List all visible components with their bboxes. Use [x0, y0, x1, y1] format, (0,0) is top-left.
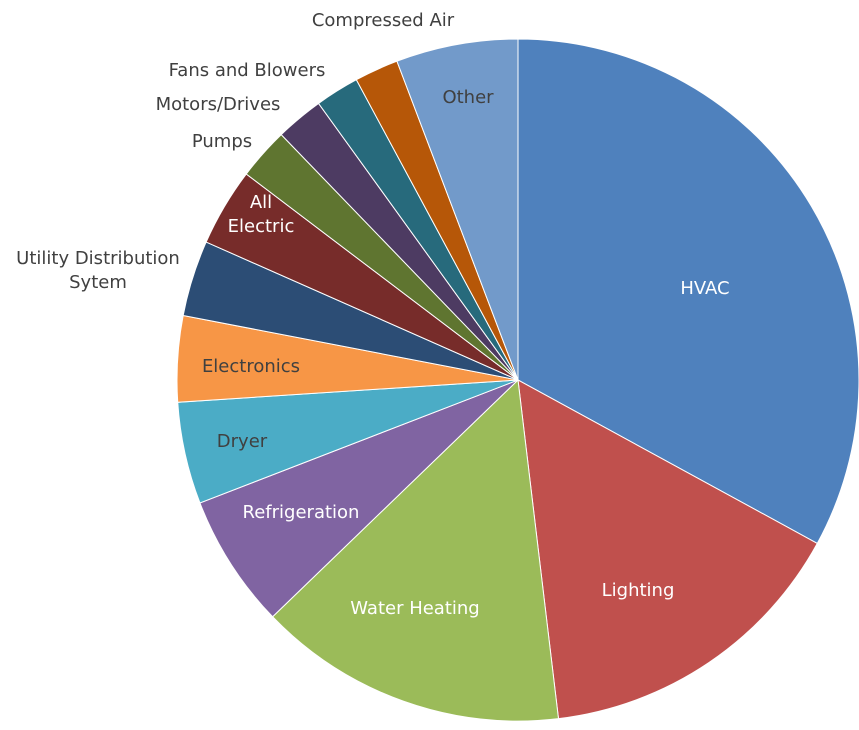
- pie-label-utility-distribution-sytem: Utility Distribution Sytem: [16, 248, 180, 293]
- pie-slice-water-heating: [271, 378, 560, 722]
- pie-label-lighting: Lighting: [602, 580, 675, 601]
- pie-slice-other: [396, 38, 519, 381]
- pie-slice-hvac: [517, 38, 859, 545]
- pie-label-line: Pumps: [192, 131, 252, 152]
- pie-label-line: Utility Distribution: [16, 248, 180, 269]
- pie-label-line: HVAC: [680, 278, 729, 299]
- pie-label-line: All: [250, 192, 272, 213]
- pie-labels: HVAC Lighting Water Heating Refrigeration Dr…: [16, 10, 729, 619]
- pie-label-all-electric: All Electric: [228, 192, 295, 237]
- pie-label-line: Compressed Air: [312, 10, 455, 31]
- pie-label-line: Other: [442, 87, 494, 108]
- pie-slice-refrigeration: [199, 379, 519, 618]
- pie-label-other: Other: [442, 87, 494, 108]
- pie-label-line: Electronics: [202, 356, 300, 377]
- pie-label-line: Fans and Blowers: [169, 60, 326, 81]
- pie-label-water-heating: Water Heating: [350, 598, 479, 619]
- pie-label-motors-drives: Motors/Drives: [156, 94, 281, 115]
- pie-label-compressed-air: Compressed Air: [312, 10, 455, 31]
- pie-label-line: Motors/Drives: [156, 94, 281, 115]
- pie-label-line: Lighting: [602, 580, 675, 601]
- pie-label-pumps: Pumps: [192, 131, 252, 152]
- pie-label-hvac: HVAC: [680, 278, 729, 299]
- pie-label-line: Refrigeration: [243, 502, 360, 523]
- pie-label-line: Sytem: [69, 272, 127, 293]
- pie-label-refrigeration: Refrigeration: [243, 502, 360, 523]
- pie-label-electronics: Electronics: [202, 356, 300, 377]
- pie-label-line: Dryer: [217, 431, 268, 452]
- pie-label-line: Water Heating: [350, 598, 479, 619]
- pie-slice-lighting: [517, 379, 818, 720]
- pie-label-dryer: Dryer: [217, 431, 268, 452]
- pie-label-line: Electric: [228, 216, 295, 237]
- pie-label-fans-and-blowers: Fans and Blowers: [169, 60, 326, 81]
- pie-slices: [176, 38, 859, 722]
